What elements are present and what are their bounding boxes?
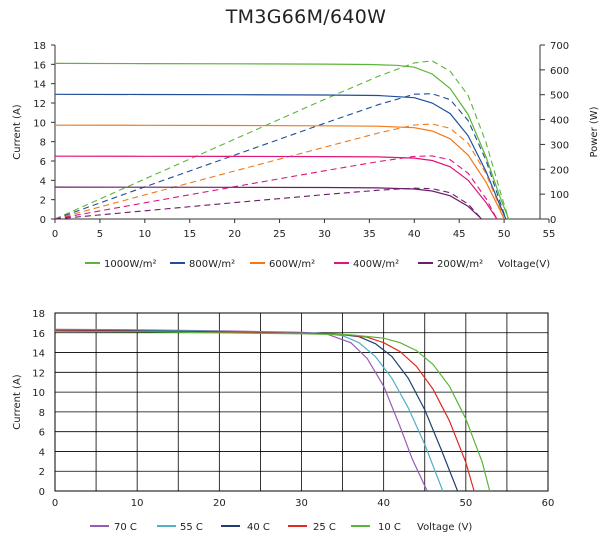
x-tick-label: 20 — [228, 229, 241, 240]
legend-label-4: 10 C — [378, 522, 401, 533]
y-tick-label: 4 — [39, 447, 45, 458]
y2-tick-label: 600 — [550, 66, 569, 77]
y-tick-label: 8 — [39, 408, 45, 419]
x-tick-label: 40 — [377, 498, 390, 509]
x-tick-label: 60 — [542, 498, 555, 509]
x-tick-label: 5 — [97, 229, 103, 240]
y-tick-label: 10 — [32, 388, 45, 399]
legend-label-0: 70 C — [114, 522, 137, 533]
current-line-2 — [54, 124, 505, 220]
legend-x-label: Voltage(V) — [498, 259, 550, 270]
power-line-4 — [54, 187, 483, 220]
y-tick-label: 0 — [39, 487, 45, 498]
chart-title: TM3G66M/640W — [225, 6, 387, 28]
y-axis-label: Current (A) — [12, 374, 23, 429]
y-tick-label: 2 — [40, 196, 46, 207]
y2-axis-label: Power (W) — [589, 106, 600, 157]
y-tick-label: 14 — [32, 349, 45, 360]
temperature-line-4 — [54, 330, 491, 492]
y-tick-label: 6 — [39, 428, 45, 439]
y-tick-label: 2 — [39, 467, 45, 478]
legend-label-2: 600W/m² — [269, 259, 315, 270]
x-tick-label: 30 — [295, 498, 308, 509]
y-tick-label: 18 — [32, 309, 45, 320]
y2-tick-label: 0 — [550, 215, 556, 226]
power-line-2 — [54, 123, 505, 220]
x-tick-label: 45 — [453, 229, 466, 240]
y2-tick-label: 100 — [550, 190, 569, 201]
temperature-line-3 — [54, 330, 475, 492]
y2-tick-label: 400 — [550, 116, 569, 127]
x-tick-label: 10 — [138, 229, 151, 240]
current-line-0 — [54, 62, 510, 220]
x-tick-label: 40 — [408, 229, 421, 240]
temperature-chart: 0 2 4 6 8 10 12 14 16 18 0 10 20 30 40 50 60 Current (A) 7… — [12, 309, 555, 533]
legend-label-2: 40 C — [247, 522, 270, 533]
x-tick-label: 35 — [363, 229, 376, 240]
power-line-0 — [54, 60, 510, 220]
legend-label-3: 400W/m² — [353, 259, 399, 270]
y-tick-label: 10 — [33, 118, 46, 129]
current-line-1 — [54, 93, 507, 220]
y2-tick-label: 300 — [550, 140, 569, 151]
x-tick-label: 20 — [213, 498, 226, 509]
y-axis-label: Current (A) — [12, 104, 23, 159]
x-tick-label: 15 — [183, 229, 196, 240]
power-line-1 — [54, 93, 507, 220]
current-line-4 — [54, 186, 483, 220]
temperature-line-2 — [54, 329, 459, 492]
current-line-3 — [54, 155, 498, 220]
irradiance-chart: 0 2 4 6 8 10 12 14 16 18 0 100 200 300 400 500 600 700 0 5 1… — [12, 41, 600, 270]
y-tick-label: 0 — [40, 215, 46, 226]
y-tick-label: 6 — [40, 157, 46, 168]
x-tick-label: 0 — [52, 229, 58, 240]
legend-label-0: 1000W/m² — [104, 259, 156, 270]
y-tick-label: 12 — [33, 99, 46, 110]
x-tick-label: 25 — [273, 229, 286, 240]
power-line-3 — [54, 155, 498, 220]
x-tick-label: 55 — [543, 229, 556, 240]
y-tick-label: 14 — [33, 80, 46, 91]
x-tick-label: 0 — [52, 498, 58, 509]
y-tick-label: 4 — [40, 176, 46, 187]
y-tick-label: 16 — [33, 60, 46, 71]
x-tick-label: 50 — [459, 498, 472, 509]
temperature-line-1 — [54, 329, 444, 492]
y2-tick-label: 500 — [550, 91, 569, 102]
y-tick-label: 8 — [40, 138, 46, 149]
legend-label-4: 200W/m² — [437, 259, 483, 270]
x-tick-label: 10 — [131, 498, 144, 509]
y-tick-label: 12 — [32, 368, 45, 379]
legend-label-1: 800W/m² — [189, 259, 235, 270]
x-tick-label: 50 — [498, 229, 511, 240]
legend-x-label: Voltage (V) — [417, 522, 472, 533]
legend-label-3: 25 C — [313, 522, 336, 533]
y2-tick-label: 700 — [550, 41, 569, 52]
y-tick-label: 18 — [33, 41, 46, 52]
x-tick-label: 30 — [318, 229, 331, 240]
plot-frame — [54, 312, 549, 492]
y-tick-label: 16 — [32, 329, 45, 340]
legend-label-1: 55 C — [180, 522, 203, 533]
y2-tick-label: 200 — [550, 165, 569, 176]
